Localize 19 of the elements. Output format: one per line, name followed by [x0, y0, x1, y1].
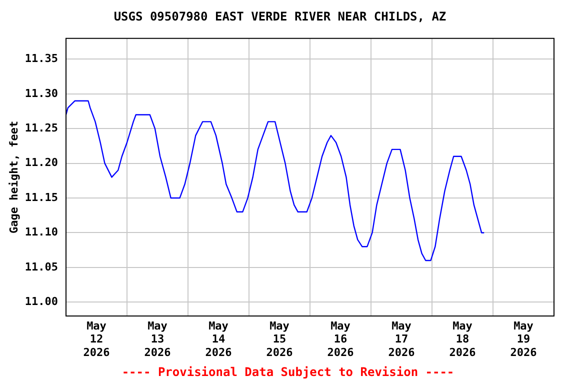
x-tick-label: May 18 2026 [449, 319, 476, 359]
y-tick-label: 11.25 [24, 121, 58, 134]
y-tick-label: 11.10 [24, 226, 58, 239]
y-tick-label: 11.05 [24, 260, 58, 274]
x-tick-label: May 15 2026 [266, 319, 294, 359]
x-tick-label: May 13 2026 [144, 319, 172, 359]
y-axis-title: Gage height, feet [7, 120, 20, 234]
x-tick-label: May 12 2026 [83, 319, 110, 359]
y-tick-label: 11.00 [24, 294, 58, 308]
x-tick-label: May 17 2026 [388, 319, 416, 359]
x-tick-label: May 16 2026 [327, 319, 354, 359]
y-tick-label: 11.30 [24, 86, 58, 100]
y-tick-label: 11.15 [24, 190, 58, 204]
chart-title: USGS 09507980 EAST VERDE RIVER NEAR CHILDS, AZ [114, 9, 446, 24]
x-tick-label: May 14 2026 [205, 319, 232, 359]
y-tick-label: 11.35 [24, 52, 58, 66]
text: ---- Provisional Data Subject to Revision ---- [120, 365, 456, 379]
y-tick-label: 11.20 [24, 156, 58, 170]
x-tick-label: May 19 2026 [510, 319, 538, 359]
